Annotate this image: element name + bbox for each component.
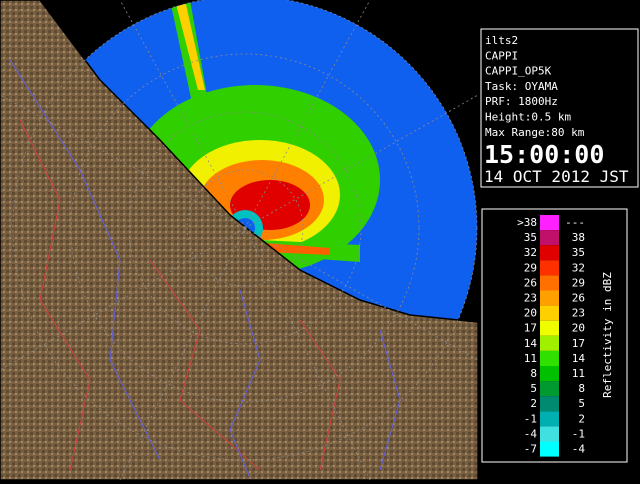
color-swatch	[540, 260, 559, 276]
echo-band	[170, 0, 215, 140]
border	[299, 319, 341, 471]
color-swatch	[540, 275, 559, 291]
info-panel	[480, 28, 639, 188]
legend-high: 2	[578, 412, 585, 425]
river	[379, 329, 401, 471]
info-line: CAPPI	[485, 49, 518, 62]
legend-low: 8	[530, 367, 537, 380]
land	[0, 0, 478, 480]
legend-high: 26	[572, 292, 585, 305]
time: 15:00:00	[484, 140, 604, 169]
legend: >38 --- 35 38 32 35 29 32 26 29 23 26 20 23 17 20 14 17 11…	[517, 215, 585, 457]
legend-title: Reflectivity in dBZ	[601, 272, 614, 398]
legend-low: >38	[517, 216, 537, 229]
legend-low: -7	[524, 443, 537, 456]
azimuth-line	[0, 94, 246, 229]
legend-low: 20	[524, 307, 537, 320]
range-ring	[70, 53, 420, 403]
legend-high: 23	[572, 307, 585, 320]
color-swatch	[540, 396, 559, 412]
color-swatch	[540, 230, 559, 246]
legend-low: 26	[524, 276, 537, 289]
legend-low: -1	[524, 412, 537, 425]
color-swatch	[540, 245, 559, 261]
azimuth-line	[244, 0, 371, 229]
legend-low: 32	[524, 246, 537, 259]
azimuth-line	[0, 227, 246, 371]
legend-high: 32	[572, 261, 585, 274]
legend-high: 11	[572, 367, 585, 380]
legend-high: 5	[578, 397, 585, 410]
legend-low: 29	[524, 261, 537, 274]
legend-low: 14	[524, 337, 538, 350]
echo	[265, 243, 330, 255]
radar-map	[0, 0, 478, 480]
legend-low: -4	[524, 427, 538, 440]
color-swatch	[540, 366, 559, 382]
info-line: Height:0.5 km	[485, 111, 571, 124]
info-line: CAPPI_OP5K	[485, 65, 552, 78]
range-rings	[0, 0, 478, 480]
date: 14 OCT 2012 JST	[484, 167, 629, 186]
info-line: ilts2	[485, 34, 518, 47]
legend-high: 14	[572, 352, 586, 365]
info-line: PRF: 1800Hz	[485, 95, 558, 108]
color-swatch	[540, 411, 559, 427]
legend-high: 35	[572, 246, 585, 259]
legend-low: 2	[530, 397, 537, 410]
legend-low: 11	[524, 352, 537, 365]
legend-low: 17	[524, 322, 537, 335]
legend-high: -4	[572, 443, 586, 456]
legend-high: 29	[572, 276, 585, 289]
info-line: Max Range:80 km	[485, 126, 585, 139]
legend-high: ---	[565, 216, 585, 229]
color-swatch	[540, 305, 559, 321]
range-ring	[186, 169, 304, 287]
legend-low: 23	[524, 292, 537, 305]
range-ring	[12, 0, 478, 461]
legend-high: -1	[572, 427, 585, 440]
info-text: ilts2 CAPPI CAPPI_OP5K Task: OYAMA PRF: 1800…	[485, 34, 585, 139]
color-swatch	[540, 381, 559, 397]
color-swatch	[540, 320, 559, 336]
river	[9, 59, 161, 461]
info-line: Task: OYAMA	[485, 80, 558, 93]
legend-high: 38	[572, 231, 585, 244]
color-swatch	[540, 350, 559, 366]
legend-low: 5	[530, 382, 537, 395]
border	[19, 119, 91, 471]
legend-high: 8	[578, 382, 585, 395]
river	[229, 289, 261, 479]
border	[149, 259, 261, 471]
azimuth-line	[119, 227, 246, 480]
color-swatch	[540, 441, 559, 457]
legend-low: 35	[524, 231, 537, 244]
color-swatch	[540, 290, 559, 306]
map-lines	[9, 59, 401, 479]
color-swatch	[540, 335, 559, 351]
color-swatch	[540, 215, 559, 231]
legend-high: 17	[572, 337, 585, 350]
legend-high: 20	[572, 322, 585, 335]
echo-band	[175, 0, 205, 90]
color-swatch	[540, 426, 559, 442]
range-ring	[128, 111, 362, 345]
azimuth-line	[244, 227, 371, 480]
azimuth-line	[119, 0, 246, 229]
